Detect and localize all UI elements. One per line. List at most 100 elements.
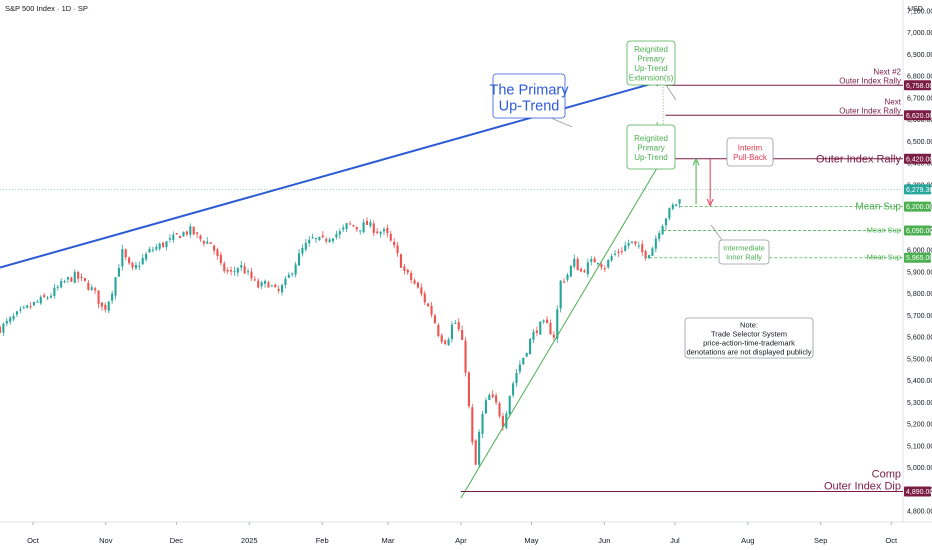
candle [70,277,73,282]
candle [134,264,137,269]
price-axis[interactable]: 4,800.004,900.005,000.005,100.005,200.00… [907,8,932,515]
level-label: Outer Index Rally [816,153,901,165]
candle [49,295,53,298]
level-price-tag[interactable] [904,153,931,164]
rally-callout-text: Intermediate [723,244,765,253]
candle [678,199,681,204]
candle [226,270,229,272]
level-price-label: 6,620.00 [906,113,932,120]
candle [437,325,440,336]
candle [596,263,600,265]
candle [192,226,195,235]
candle [100,302,103,307]
extension-callout-text: Primary [637,55,665,64]
price-tick-label: 5,300.00 [907,400,932,407]
candle [501,416,504,428]
time-tick-label: Apr [455,536,467,545]
time-tick-label: 2025 [241,536,258,545]
annotations[interactable]: The PrimaryUp-TrendReignitedPrimaryUp-Tr… [490,40,814,359]
price-tick-label: 5,400.00 [907,378,932,385]
candle [552,334,555,338]
candle [440,335,443,342]
candle [196,232,199,234]
candle [525,352,528,357]
trend-lines[interactable] [0,79,664,499]
candle [46,297,49,299]
candle [593,258,596,263]
price-tick-label: 6,600.00 [907,117,932,124]
level-price-tag[interactable] [904,486,931,497]
candle [131,262,134,268]
candle [586,262,589,275]
candle [22,306,25,308]
candle [630,241,634,243]
candle [539,321,542,335]
note-box[interactable]: Note:Trade Selector Systemprice-action-t… [684,317,814,359]
trend-line-reignited[interactable] [460,157,664,499]
level-price-label: 6,090.00 [906,228,932,235]
time-tick-label: Dec [170,536,184,545]
time-tick-label: Oct [27,536,40,545]
candle [206,241,209,244]
primary-uptrend-callout-text: Up-Trend [499,99,560,115]
candle [12,315,15,320]
candle [467,372,470,407]
candle [165,241,168,248]
chart-title: S&P 500 Index · 1D · SP [5,4,88,13]
price-tick-label: 5,500.00 [907,356,932,363]
candle [107,301,110,311]
candle [77,271,80,279]
candle [250,271,253,279]
candle [172,234,175,241]
level-price-tag[interactable] [904,252,931,263]
price-tick-label: 5,100.00 [907,443,932,450]
candle [213,245,216,251]
candle [155,246,158,250]
candle [2,323,5,333]
candle [583,270,586,273]
current-price-tag[interactable] [904,184,931,195]
reignited-callout-box [626,124,676,170]
extension-callout-text: Up-Trend [634,64,668,73]
reignited-callout-text: Up-Trend [634,153,668,162]
candle [566,274,569,280]
note-box-box [684,317,814,359]
candle [260,282,263,287]
level-price-tag[interactable] [904,110,931,121]
candle [9,317,12,322]
candle [236,268,239,273]
price-tick-label: 5,600.00 [907,335,932,342]
reignited-callout-text: Reignited [634,134,668,143]
candle [338,231,341,235]
candle [379,231,382,234]
time-axis[interactable]: Oct Nov Dec 2025 Feb Mar Apr May Jun Jul Aug Sep Oct [27,522,898,545]
candle [637,245,640,247]
time-tick-label: Mar [382,536,395,545]
candlestick-series [0,199,681,468]
candle [403,266,406,271]
candle [664,218,668,226]
candle [617,251,620,254]
price-tick-label: 7,100.00 [907,8,932,15]
candle [668,208,671,219]
note-box-text: denotations are not displayed publicly [686,348,811,357]
level-price-tag[interactable] [904,225,931,236]
level-price-tag[interactable] [904,80,931,91]
rally-arrow-head [692,157,700,166]
candle [111,293,114,301]
level-label: Mean Sup [867,252,901,261]
candle [454,322,457,324]
level-price-tag[interactable] [904,201,931,212]
extension-callout-box [626,40,676,86]
note-box-text: price-action-time-trademark [703,339,795,348]
candle [359,230,362,232]
candle [114,277,117,296]
current-price-line: 6,279.36 [0,184,932,195]
